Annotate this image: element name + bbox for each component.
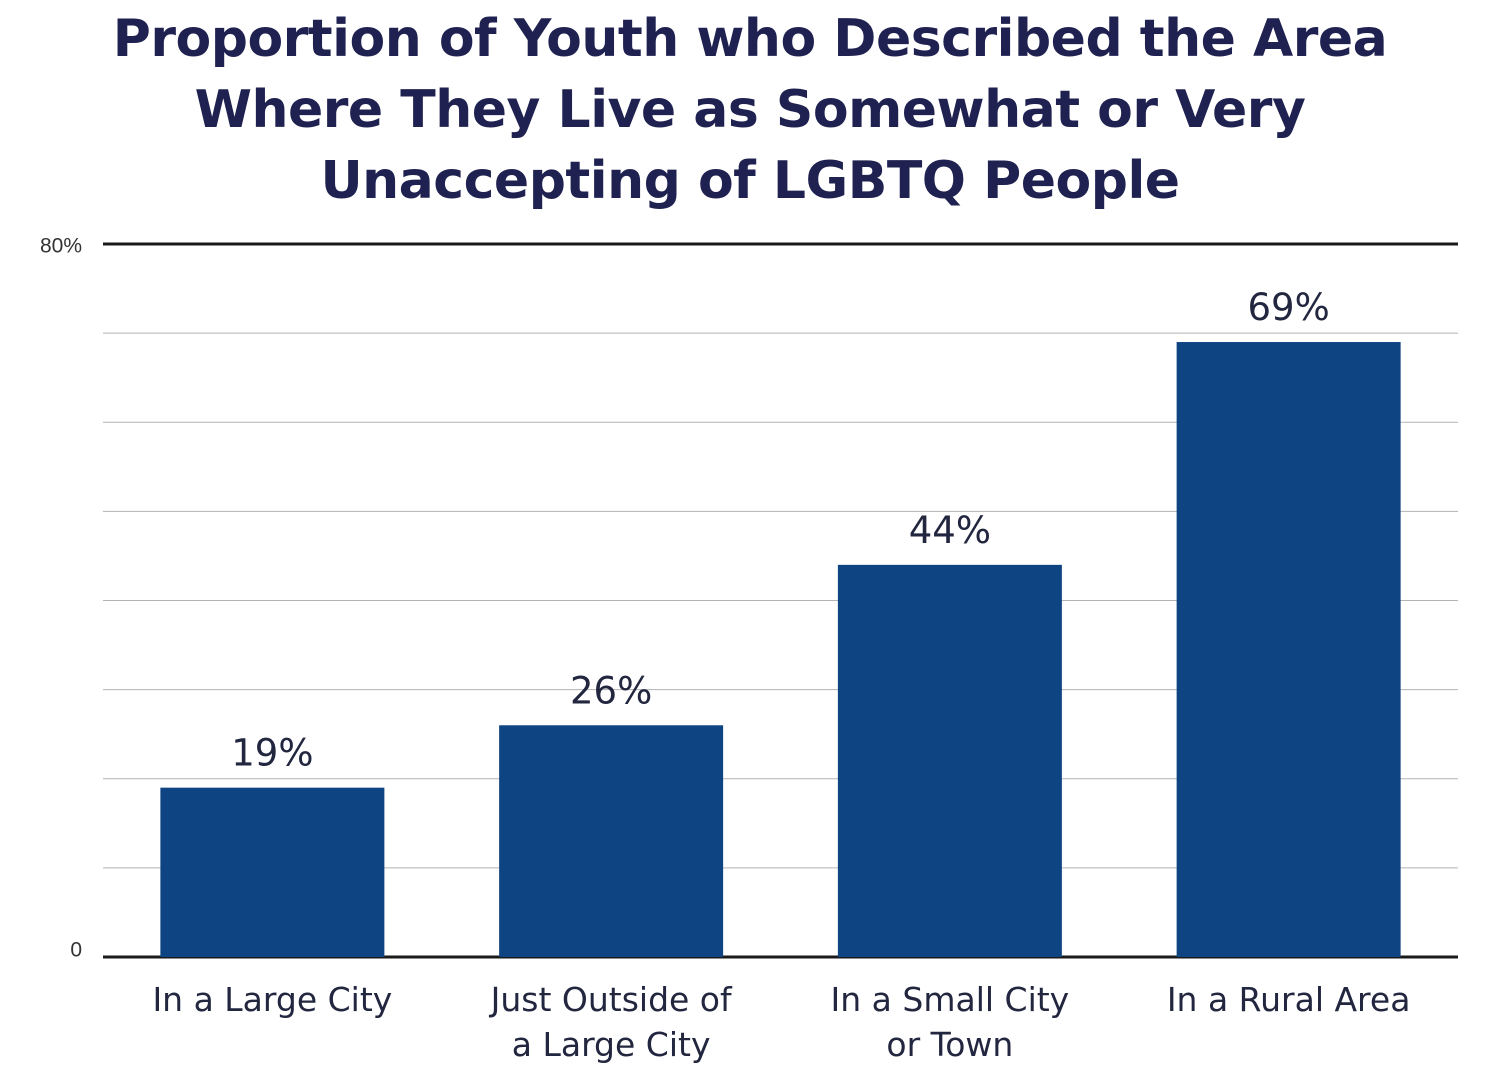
category-label: In a Small City or Town — [831, 980, 1070, 1064]
chart-title: Proportion of Youth who Described the Ar… — [0, 4, 1500, 217]
data-label: 26% — [570, 669, 652, 712]
bar-series — [160, 342, 1401, 958]
y-tick-label-min: 0 — [70, 939, 82, 962]
category-label-line: In a Small City — [831, 980, 1070, 1019]
category-label-line: a Large City — [512, 1025, 711, 1064]
category-label-line: or Town — [886, 1025, 1013, 1064]
category-label: In a Rural Area — [1167, 980, 1411, 1019]
chart-title-line: Proportion of Youth who Described the Ar… — [112, 9, 1388, 69]
y-tick-label-max: 80% — [40, 235, 82, 258]
chart-title-line: Unaccepting of LGBTQ People — [320, 151, 1180, 211]
bar — [499, 725, 724, 957]
data-label: 44% — [909, 509, 991, 552]
data-labels: 19% 26% 44% 69% — [231, 286, 1330, 775]
category-label: In a Large City — [152, 980, 392, 1019]
category-label-line: In a Rural Area — [1167, 980, 1411, 1019]
category-label: Just Outside of a Large City — [489, 980, 733, 1064]
category-labels: In a Large City Just Outside of a Large Ci… — [152, 980, 1410, 1064]
bar — [1176, 342, 1401, 958]
data-label: 69% — [1248, 286, 1330, 329]
data-label: 19% — [231, 732, 313, 775]
category-label-line: Just Outside of — [489, 980, 733, 1019]
bar — [837, 564, 1062, 957]
bar — [160, 787, 385, 957]
category-label-line: In a Large City — [152, 980, 392, 1019]
chart-title-line: Where They Live as Somewhat or Very — [194, 80, 1306, 140]
